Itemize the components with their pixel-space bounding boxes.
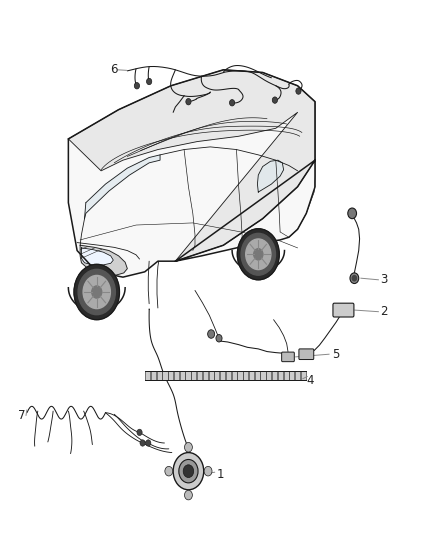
Circle shape xyxy=(74,264,120,320)
Circle shape xyxy=(246,239,271,270)
Bar xyxy=(180,371,185,379)
Text: 3: 3 xyxy=(381,273,388,286)
Bar xyxy=(283,371,289,379)
Circle shape xyxy=(230,100,235,106)
Circle shape xyxy=(296,88,301,94)
Text: 6: 6 xyxy=(110,63,117,76)
Text: 5: 5 xyxy=(332,348,340,361)
Text: 2: 2 xyxy=(381,305,388,318)
Bar xyxy=(191,371,196,379)
Circle shape xyxy=(241,233,276,275)
FancyBboxPatch shape xyxy=(282,352,294,362)
Circle shape xyxy=(184,442,192,452)
Circle shape xyxy=(83,276,110,309)
Bar xyxy=(214,371,219,379)
Bar xyxy=(261,371,266,379)
Bar xyxy=(174,371,179,379)
Text: 4: 4 xyxy=(306,374,314,387)
Bar xyxy=(208,371,214,379)
Bar xyxy=(254,371,260,379)
Bar xyxy=(237,371,243,379)
Bar xyxy=(157,371,162,379)
Bar xyxy=(220,371,225,379)
Circle shape xyxy=(140,440,145,446)
Bar xyxy=(272,371,277,379)
Bar xyxy=(151,371,156,379)
Polygon shape xyxy=(258,160,284,192)
Bar xyxy=(266,371,272,379)
Circle shape xyxy=(208,330,215,338)
Circle shape xyxy=(186,99,191,105)
Text: 1: 1 xyxy=(217,469,224,481)
Text: 7: 7 xyxy=(18,409,26,422)
Circle shape xyxy=(237,229,279,280)
Bar xyxy=(232,371,237,379)
Bar xyxy=(249,371,254,379)
Circle shape xyxy=(78,269,115,314)
Circle shape xyxy=(352,276,357,281)
FancyBboxPatch shape xyxy=(333,303,354,317)
Circle shape xyxy=(216,335,222,342)
Circle shape xyxy=(179,459,198,483)
Bar xyxy=(243,371,248,379)
Circle shape xyxy=(92,286,102,298)
Circle shape xyxy=(272,97,278,103)
Polygon shape xyxy=(68,70,315,261)
Polygon shape xyxy=(68,70,315,277)
Bar xyxy=(197,371,202,379)
Bar xyxy=(290,371,294,379)
Circle shape xyxy=(173,453,204,490)
Circle shape xyxy=(350,273,359,284)
Bar xyxy=(168,371,173,379)
Circle shape xyxy=(184,490,192,500)
Bar xyxy=(162,371,168,379)
Circle shape xyxy=(165,466,173,476)
Polygon shape xyxy=(81,248,113,265)
Bar xyxy=(203,371,208,379)
Circle shape xyxy=(134,83,140,89)
Circle shape xyxy=(137,429,142,435)
Circle shape xyxy=(348,208,357,219)
Bar xyxy=(226,371,231,379)
Bar xyxy=(301,371,306,379)
Polygon shape xyxy=(85,155,160,219)
FancyBboxPatch shape xyxy=(299,349,314,360)
Circle shape xyxy=(204,466,212,476)
Bar xyxy=(278,371,283,379)
Circle shape xyxy=(183,465,194,478)
Bar xyxy=(185,371,191,379)
Bar xyxy=(295,371,300,379)
Polygon shape xyxy=(80,245,127,275)
Circle shape xyxy=(147,78,152,85)
Circle shape xyxy=(254,249,263,260)
Bar xyxy=(145,371,150,379)
Circle shape xyxy=(146,440,151,446)
